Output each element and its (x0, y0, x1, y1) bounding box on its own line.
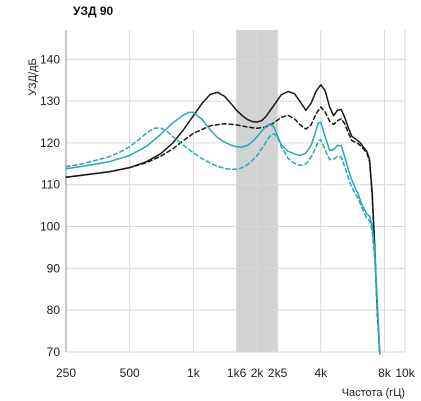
x-tick-label: 10k (395, 366, 415, 380)
x-axis-label: Частота (гЦ) (342, 387, 405, 399)
y-tick-label: 130 (40, 94, 60, 108)
x-tick-label: 1k (187, 366, 201, 380)
series-line (65, 111, 381, 355)
y-tick-label: 110 (41, 178, 60, 192)
y-tick-label: 70 (47, 345, 61, 359)
x-tick-label: 2k (251, 366, 265, 380)
series-layer (65, 84, 381, 355)
tick-layer: 70 80 90 100 110 120 130 140 250 500 1k 1k6 2k 2k5 4k 8… (40, 52, 416, 380)
y-tick-label: 80 (47, 303, 61, 317)
series-line-dashed (65, 106, 381, 355)
y-tick-label: 100 (40, 220, 60, 234)
x-tick-label: 500 (120, 366, 140, 380)
y-tick-label: 140 (40, 52, 60, 66)
x-tick-label: 2k5 (268, 366, 288, 380)
series-line-dashed (65, 127, 381, 355)
x-tick-label: 8k (378, 366, 392, 380)
y-tick-label: 90 (47, 261, 61, 275)
y-axis-label: УЗД/дБ (27, 58, 39, 96)
x-tick-label: 4k (314, 366, 328, 380)
y-tick-label: 120 (40, 136, 60, 150)
x-tick-label: 250 (56, 366, 76, 380)
grid-layer (65, 30, 406, 353)
series-line (65, 84, 381, 355)
x-tick-label: 1k6 (227, 366, 247, 380)
chart-title: УЗД 90 (73, 4, 114, 18)
